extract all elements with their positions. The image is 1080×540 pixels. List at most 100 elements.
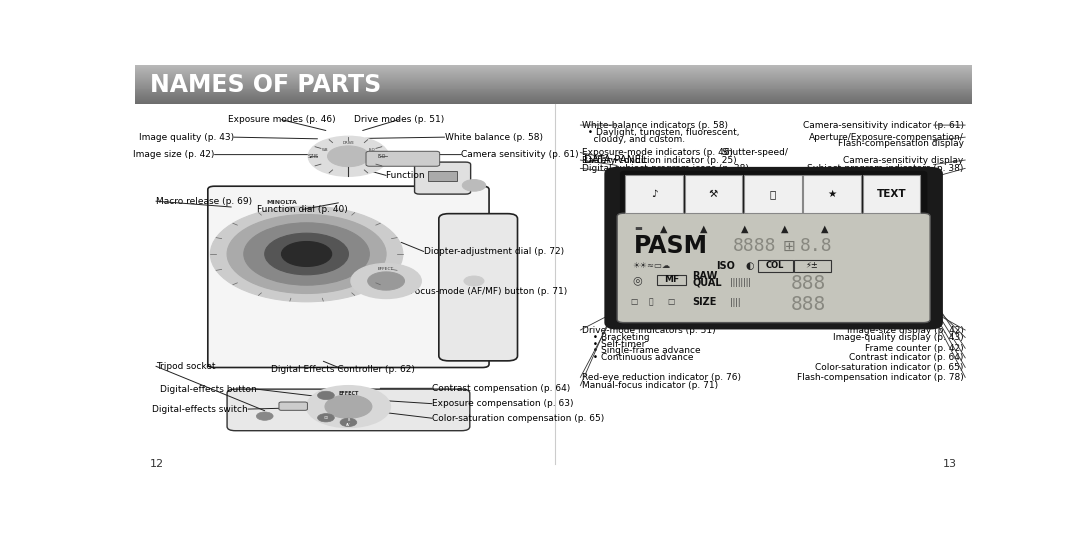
Text: DATA PANEL: DATA PANEL: [583, 156, 647, 165]
Text: ⊞: ⊞: [783, 239, 796, 254]
Bar: [135, 86, 972, 87]
Bar: [135, 65, 972, 66]
Text: Color-saturation compensation (p. 65): Color-saturation compensation (p. 65): [432, 414, 605, 423]
Text: 8888: 8888: [732, 238, 777, 255]
Text: COL: COL: [766, 261, 784, 271]
Text: Battery-condition indicator (p. 25): Battery-condition indicator (p. 25): [582, 156, 737, 165]
Bar: [135, 98, 972, 99]
Text: Focus-mode (AF/MF) button (p. 71): Focus-mode (AF/MF) button (p. 71): [409, 287, 567, 296]
Bar: [135, 85, 972, 86]
FancyBboxPatch shape: [758, 260, 793, 272]
Text: 8.8: 8.8: [799, 238, 833, 255]
Text: NAMES OF PARTS: NAMES OF PARTS: [150, 73, 381, 97]
Circle shape: [325, 395, 372, 418]
Bar: [135, 83, 972, 84]
Text: Camera-sensitivity display: Camera-sensitivity display: [843, 156, 963, 165]
Text: ◎: ◎: [632, 275, 642, 285]
Bar: [135, 77, 972, 78]
Text: Image quality (p. 43): Image quality (p. 43): [138, 133, 233, 141]
Bar: [135, 66, 972, 67]
Text: EFFECT: EFFECT: [338, 391, 359, 396]
Text: ISO: ISO: [378, 154, 387, 159]
Text: 888: 888: [792, 295, 826, 314]
Bar: [428, 171, 457, 181]
Bar: [135, 103, 972, 104]
Circle shape: [307, 386, 390, 427]
Bar: [135, 79, 972, 80]
Text: Shutter-speed/: Shutter-speed/: [721, 148, 788, 157]
Bar: [135, 76, 972, 77]
Bar: [135, 84, 972, 85]
Text: Flash-compensation display: Flash-compensation display: [838, 139, 963, 148]
Text: ▲: ▲: [741, 224, 748, 234]
FancyBboxPatch shape: [207, 186, 489, 368]
Bar: [135, 70, 972, 71]
Text: RAW: RAW: [692, 271, 718, 281]
Circle shape: [256, 412, 273, 420]
Text: White balance (p. 58): White balance (p. 58): [445, 133, 542, 141]
Text: □: □: [631, 298, 638, 306]
Bar: [135, 80, 972, 82]
Text: Drive-mode indicators (p. 51): Drive-mode indicators (p. 51): [582, 326, 716, 335]
Text: Image-quality display (p. 43): Image-quality display (p. 43): [833, 333, 963, 342]
Bar: [135, 91, 972, 92]
Text: Color-saturation indicator (p. 65): Color-saturation indicator (p. 65): [815, 363, 963, 372]
Text: 12: 12: [150, 459, 164, 469]
Text: DRIVE: DRIVE: [342, 141, 354, 145]
Text: cloudy, and custom.: cloudy, and custom.: [582, 135, 685, 144]
Text: Digital Effects Controller (p. 62): Digital Effects Controller (p. 62): [271, 364, 415, 374]
Bar: [135, 69, 972, 70]
Circle shape: [227, 214, 387, 293]
Circle shape: [367, 272, 405, 290]
Text: Exposure modes (p. 46): Exposure modes (p. 46): [228, 115, 335, 124]
Text: MF: MF: [664, 275, 679, 285]
Text: ▲: ▲: [660, 224, 667, 234]
Text: ||||: ||||: [730, 298, 741, 307]
Text: QUAL: QUAL: [692, 278, 723, 288]
Circle shape: [308, 136, 389, 176]
Circle shape: [464, 276, 484, 286]
Text: ISO: ISO: [368, 147, 375, 152]
Text: Image size (p. 42): Image size (p. 42): [133, 150, 215, 159]
Text: Diopter-adjustment dial (p. 72): Diopter-adjustment dial (p. 72): [423, 247, 564, 256]
Text: Flash-compensation indicator (p. 78): Flash-compensation indicator (p. 78): [797, 373, 963, 382]
Text: ★: ★: [827, 189, 837, 199]
Text: MINOLTA: MINOLTA: [266, 199, 297, 205]
Text: ▬: ▬: [634, 224, 642, 233]
Text: Digital-subject-program icons (p. 38): Digital-subject-program icons (p. 38): [582, 164, 748, 173]
Text: Manual-focus indicator (p. 71): Manual-focus indicator (p. 71): [582, 381, 718, 390]
Bar: [135, 71, 972, 72]
Text: ⚒: ⚒: [708, 189, 718, 199]
Text: Digital-effects switch: Digital-effects switch: [152, 404, 248, 414]
Bar: [135, 68, 972, 69]
Text: SZIS: SZIS: [308, 154, 319, 159]
FancyBboxPatch shape: [744, 176, 801, 213]
Circle shape: [282, 241, 332, 266]
Text: 888: 888: [792, 274, 826, 293]
Text: TEXT: TEXT: [877, 189, 906, 199]
Text: ⛰: ⛰: [770, 189, 775, 199]
Text: Subject-program indicators (p. 38): Subject-program indicators (p. 38): [807, 164, 963, 173]
Text: • Daylight, tungsten, fluorescent,: • Daylight, tungsten, fluorescent,: [582, 129, 740, 138]
Text: B
AV: B AV: [347, 418, 351, 427]
FancyBboxPatch shape: [794, 260, 831, 272]
Text: Red-eye reduction indicator (p. 76): Red-eye reduction indicator (p. 76): [582, 373, 741, 382]
Text: White-balance indicators (p. 58): White-balance indicators (p. 58): [582, 120, 728, 130]
Bar: [135, 87, 972, 89]
FancyBboxPatch shape: [227, 389, 470, 431]
Circle shape: [211, 206, 403, 302]
Bar: [135, 99, 972, 100]
Text: Macro release (p. 69): Macro release (p. 69): [156, 197, 252, 206]
Text: Contrast indicator (p. 64): Contrast indicator (p. 64): [849, 354, 963, 362]
Text: ||||||||: ||||||||: [730, 279, 751, 287]
FancyBboxPatch shape: [863, 176, 920, 213]
Text: 13: 13: [943, 459, 957, 469]
Circle shape: [340, 418, 356, 427]
Text: Frame counter (p. 42): Frame counter (p. 42): [865, 344, 963, 353]
Text: Contrast compensation (p. 64): Contrast compensation (p. 64): [432, 384, 570, 393]
FancyBboxPatch shape: [438, 214, 517, 361]
Text: ▲: ▲: [701, 224, 707, 234]
Text: ⚡±: ⚡±: [806, 261, 819, 271]
Circle shape: [351, 264, 421, 299]
Text: • Continuous advance: • Continuous advance: [588, 353, 693, 362]
